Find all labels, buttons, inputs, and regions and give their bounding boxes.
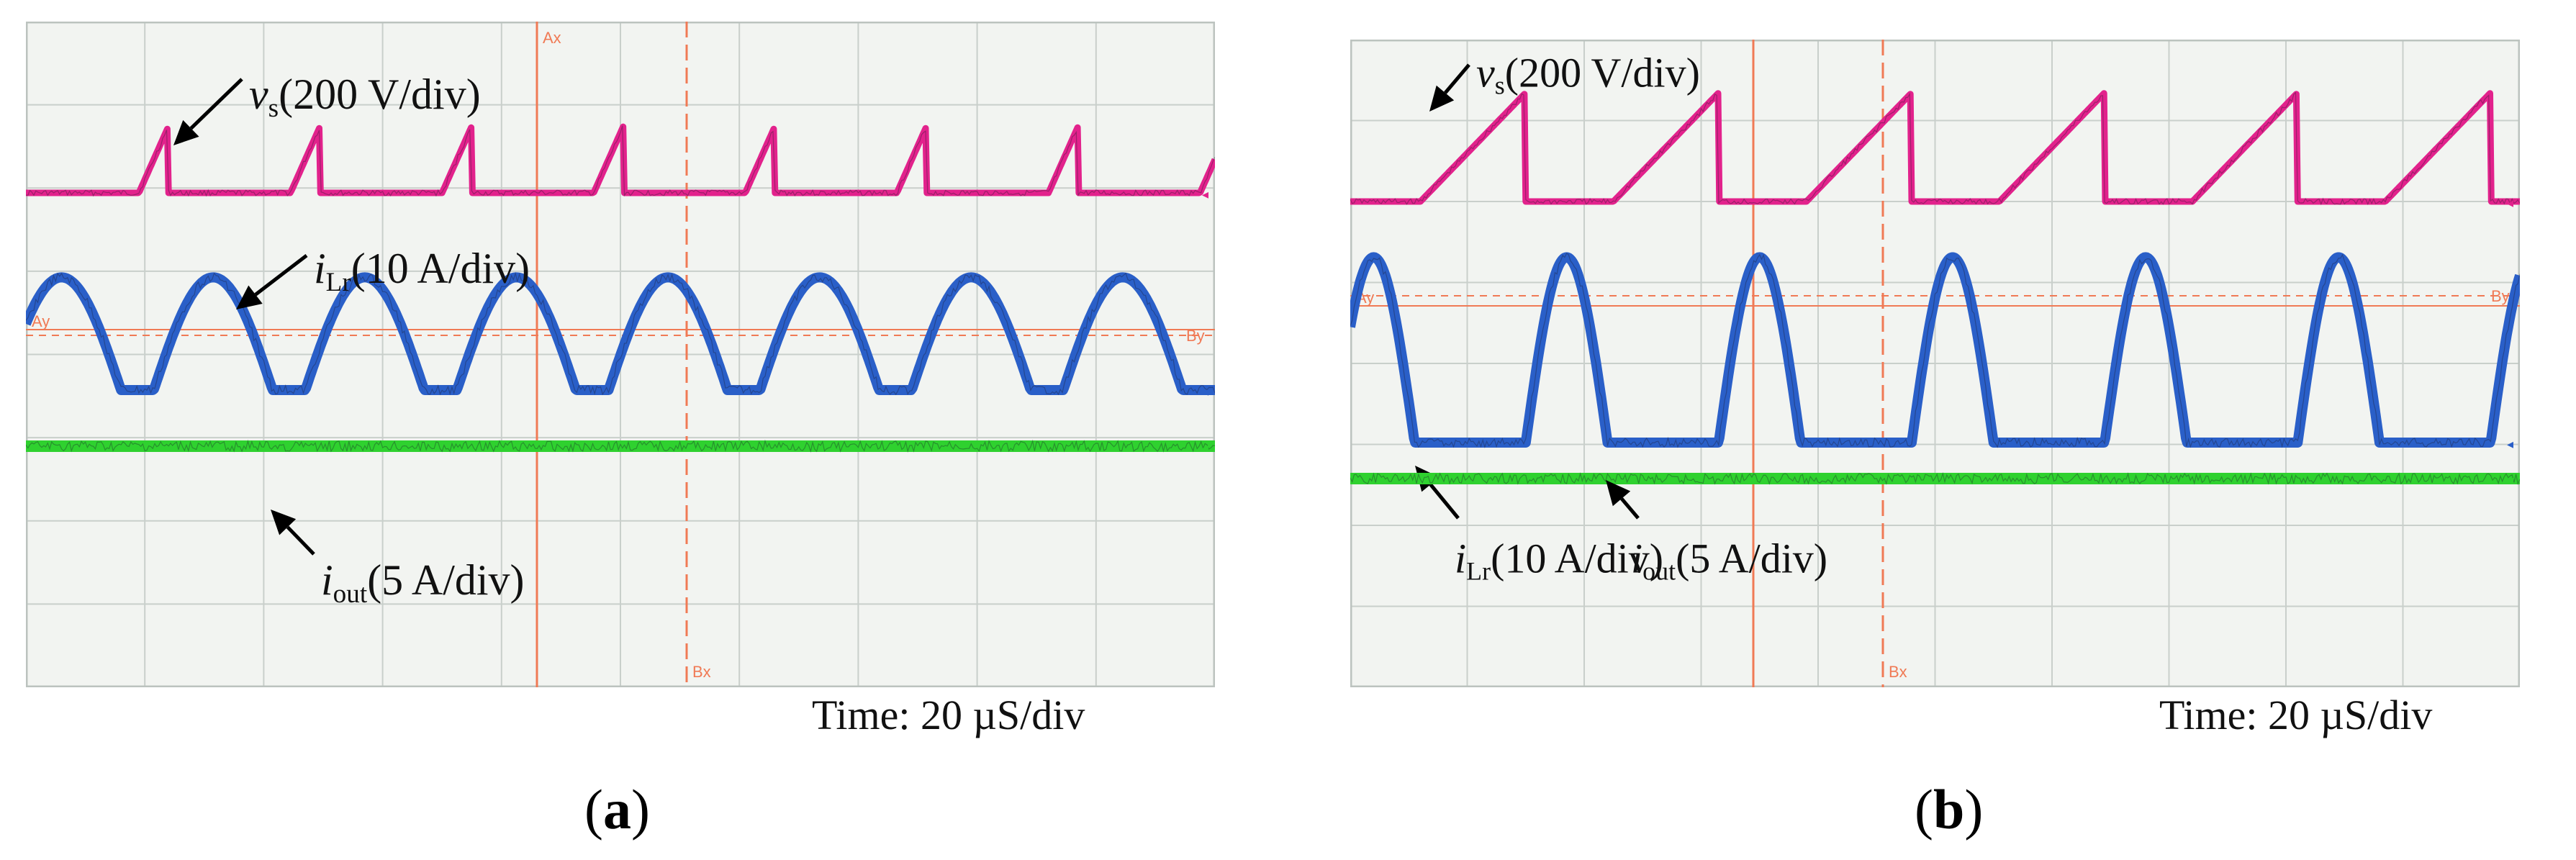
annotation-label-vs: vs(200 V/div) <box>249 71 481 123</box>
annotation-subscript: Lr <box>1466 557 1491 586</box>
cursor-bx-label: Bx <box>1889 663 1907 681</box>
channel-marker-iLr: ◂ <box>2507 437 2513 451</box>
trace-noise-vs <box>26 125 1215 197</box>
trace-noise-iout <box>1350 471 2520 486</box>
series-vs-b: ◂ <box>1350 90 2520 210</box>
annotation-iLr-b: iLr(10 A/div) <box>1415 466 1663 586</box>
annotation-symbol: v <box>249 71 268 118</box>
trace-noise-iLr <box>1350 252 2520 449</box>
annotation-iout-b: iout(5 A/div) <box>1606 480 1827 586</box>
annotation-subscript: out <box>333 579 368 609</box>
annotation-subscript: out <box>1642 557 1676 586</box>
trace-iLr <box>26 272 1215 395</box>
annotation-arrow-shaft <box>1444 63 1470 94</box>
channel-marker-vs: ◂ <box>1202 187 1208 202</box>
annotation-symbol: i <box>1455 535 1466 581</box>
series-vs-a: ◂ <box>26 123 1215 202</box>
annotation-subscript: s <box>268 94 279 123</box>
annotation-subscript: s <box>1495 71 1505 100</box>
annotation-symbol: i <box>1631 535 1642 581</box>
annotation-vs-b: vs(200 V/div) <box>1429 49 1700 112</box>
annotation-vs-a: vs(200 V/div) <box>173 71 481 145</box>
annotation-arrow-shaft <box>254 254 308 297</box>
annotation-label-iLr: iLr(10 A/div) <box>314 245 530 297</box>
panel-label-a: (a) <box>584 778 650 841</box>
scope-screen-b: Bx By Ay ◂ vs(200 V/div) ◂ iLr(10 A/div) ◂ iout(… <box>1350 40 2520 687</box>
time-scale-label-b: Time: 20 µS/div <box>2159 692 2433 738</box>
trace-iLr <box>1350 252 2520 448</box>
cursor-ax-label: Ax <box>543 29 561 47</box>
panel-letter-b: b <box>1933 778 1965 841</box>
panel-label-b: (b) <box>1915 778 1984 841</box>
trace-vs <box>26 123 1215 196</box>
annotation-scale: (200 V/div) <box>279 71 481 118</box>
annotation-scale: (5 A/div) <box>367 556 524 604</box>
scope-border <box>26 22 1215 687</box>
scope-screen-a: Ax Bx By Ay ◂ vs(200 V/div) ◂ iLr(10 A/div) ◂ iou… <box>26 22 1215 687</box>
annotation-scale: (5 A/div) <box>1676 535 1827 581</box>
annotation-subscript: Lr <box>326 268 352 297</box>
channel-marker-iLr: ◂ <box>1202 384 1208 399</box>
series-iout-a: ◂ <box>26 439 1215 455</box>
annotation-arrow-head <box>271 510 297 535</box>
annotation-label-iLr: iLr(10 A/div) <box>1455 535 1663 585</box>
series-iLr-b: ◂ <box>1350 252 2520 451</box>
annotation-arrow-shaft <box>1429 483 1460 520</box>
annotation-label-vs: vs(200 V/div) <box>1476 49 1700 99</box>
cursor-by-label: By <box>1186 327 1205 345</box>
scope-border <box>1350 40 2520 687</box>
channel-marker-vs: ◂ <box>2507 196 2513 210</box>
trace-noise-vs <box>1350 91 2520 206</box>
annotation-arrow-shaft <box>189 78 243 130</box>
annotation-scale: (10 A/div) <box>351 245 530 292</box>
channel-marker-iout: ◂ <box>1202 440 1208 455</box>
annotation-arrow-shaft <box>286 525 315 556</box>
annotation-scale: (200 V/div) <box>1505 49 1700 96</box>
series-iout-b: ◂ <box>1350 471 2520 487</box>
annotation-iLr-a: iLr(10 A/div) <box>236 245 530 309</box>
annotation-label-iout: iout(5 A/div) <box>321 556 525 609</box>
annotation-arrow-head <box>1606 480 1631 507</box>
channel-marker-iout: ◂ <box>2507 473 2513 487</box>
annotation-arrow-head <box>173 119 199 145</box>
annotation-scale: (10 A/div) <box>1491 535 1663 581</box>
panel-letter-a: a <box>602 778 631 841</box>
grid-a <box>26 22 1215 687</box>
annotation-arrow-head <box>236 285 263 309</box>
annotation-symbol: i <box>314 245 326 292</box>
annotation-arrow-shaft <box>1620 497 1640 520</box>
trace-noise-iLr <box>26 271 1215 396</box>
annotation-iout-a: iout(5 A/div) <box>271 510 525 609</box>
trace-vs <box>1350 90 2520 205</box>
series-iLr-a: ◂ <box>26 271 1215 399</box>
time-scale-label-a: Time: 20 µS/div <box>812 692 1085 738</box>
annotation-arrow-head <box>1429 85 1455 112</box>
annotation-label-iout: iout(5 A/div) <box>1631 535 1827 585</box>
cursor-by-label: By <box>2491 287 2510 305</box>
cursor-bx-label: Bx <box>692 663 711 681</box>
trace-noise-iout <box>26 439 1215 453</box>
annotation-symbol: i <box>321 556 333 604</box>
annotation-symbol: v <box>1476 49 1495 96</box>
